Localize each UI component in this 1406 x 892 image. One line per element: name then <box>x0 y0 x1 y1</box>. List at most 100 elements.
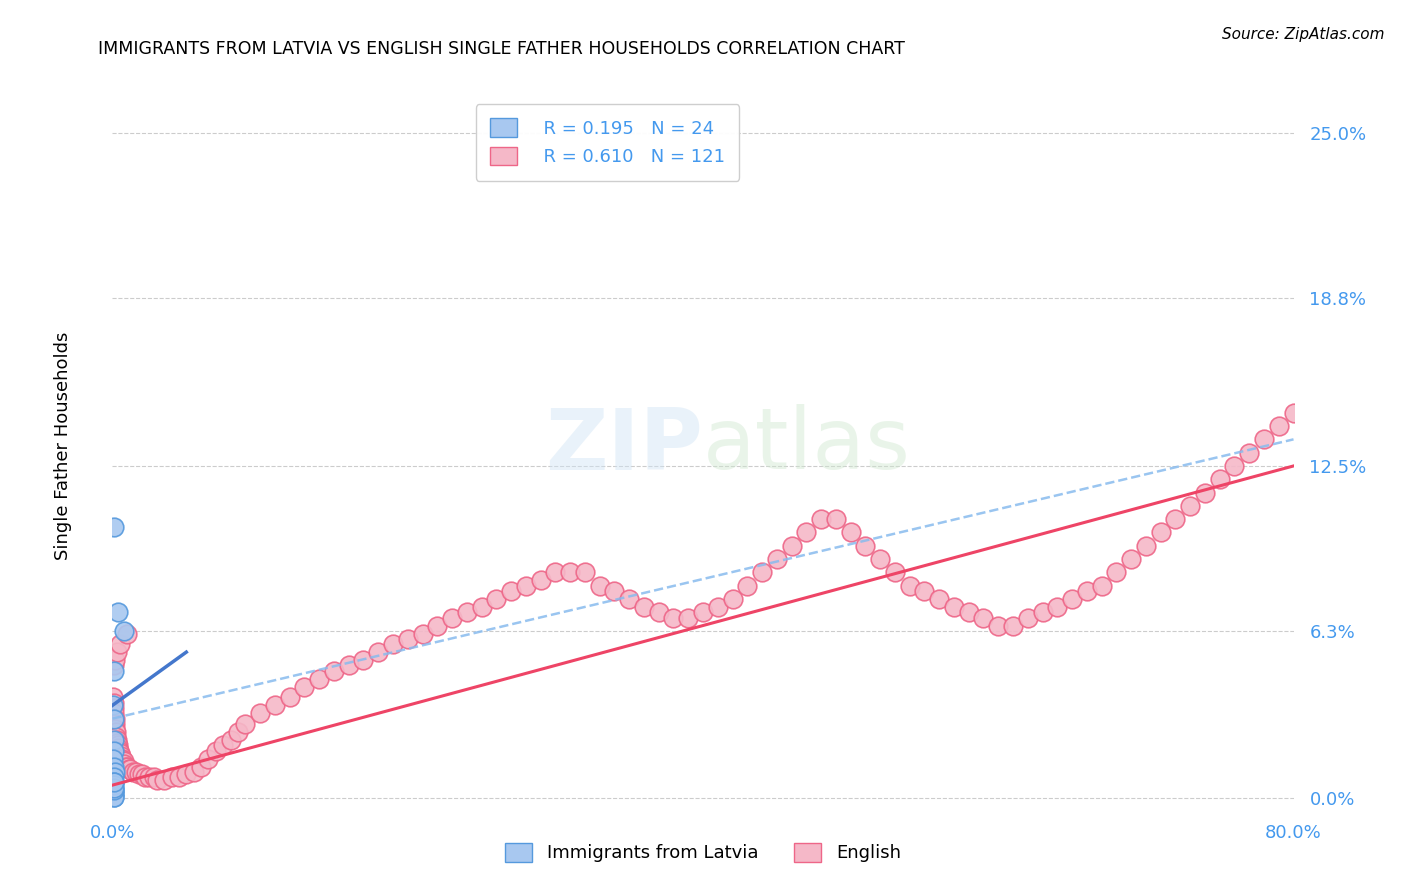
Point <box>174 767 197 781</box>
Point <box>1062 591 1084 606</box>
Point <box>560 566 582 580</box>
Point <box>396 632 419 646</box>
Text: Source: ZipAtlas.com: Source: ZipAtlas.com <box>1222 27 1385 42</box>
Point <box>707 599 730 614</box>
Point <box>308 672 330 686</box>
Point <box>105 731 128 745</box>
Point <box>574 566 596 580</box>
Point <box>721 591 744 606</box>
Text: IMMIGRANTS FROM LATVIA VS ENGLISH SINGLE FATHER HOUSEHOLDS CORRELATION CHART: IMMIGRANTS FROM LATVIA VS ENGLISH SINGLE… <box>98 40 905 58</box>
Point <box>292 680 315 694</box>
Point <box>138 770 160 784</box>
Point <box>103 786 125 800</box>
Point <box>619 591 641 606</box>
Point <box>110 751 132 765</box>
Point <box>160 770 183 784</box>
Point <box>107 738 129 752</box>
Point <box>1268 419 1291 434</box>
Point <box>914 584 936 599</box>
Point <box>103 770 125 784</box>
Point <box>108 637 131 651</box>
Point <box>987 618 1010 632</box>
Point <box>146 772 169 787</box>
Point <box>103 690 125 705</box>
Point <box>104 723 127 737</box>
Point <box>337 658 360 673</box>
Point <box>103 780 125 795</box>
Point <box>103 783 125 797</box>
Point <box>103 658 125 673</box>
Point <box>142 770 165 784</box>
Point <box>352 653 374 667</box>
Point <box>678 610 700 624</box>
Point <box>112 754 135 768</box>
Point <box>117 759 138 773</box>
Point <box>855 539 877 553</box>
Point <box>107 605 129 619</box>
Point <box>108 746 131 760</box>
Point <box>501 584 523 599</box>
Point <box>456 605 478 619</box>
Point <box>167 770 190 784</box>
Point <box>104 653 127 667</box>
Point <box>103 759 125 773</box>
Point <box>125 764 148 779</box>
Point <box>869 552 891 566</box>
Point <box>111 754 134 768</box>
Point <box>264 698 287 713</box>
Point <box>692 605 714 619</box>
Point <box>103 788 125 802</box>
Point <box>103 775 125 789</box>
Point <box>367 645 389 659</box>
Point <box>382 637 405 651</box>
Point <box>633 599 655 614</box>
Point <box>973 610 995 624</box>
Point <box>1223 458 1246 473</box>
Point <box>103 789 125 803</box>
Point <box>839 525 862 540</box>
Point <box>1105 566 1128 580</box>
Point <box>1253 433 1275 447</box>
Text: Single Father Households: Single Father Households <box>55 332 72 560</box>
Point <box>111 751 134 765</box>
Point <box>103 706 125 721</box>
Point <box>128 767 150 781</box>
Point <box>1017 610 1039 624</box>
Point <box>603 584 626 599</box>
Point <box>1239 445 1261 459</box>
Point <box>884 566 907 580</box>
Point <box>103 764 125 779</box>
Point <box>470 599 494 614</box>
Point <box>103 743 125 757</box>
Point <box>103 775 125 789</box>
Point <box>1164 512 1187 526</box>
Point <box>1208 472 1232 486</box>
Point <box>278 690 301 705</box>
Point <box>183 764 205 779</box>
Point <box>942 599 965 614</box>
Point <box>105 732 128 747</box>
Point <box>441 610 464 624</box>
Point <box>104 712 127 726</box>
Point <box>529 574 551 588</box>
Point <box>1076 584 1098 599</box>
Point <box>118 762 141 776</box>
Point <box>233 717 256 731</box>
Point <box>1046 599 1069 614</box>
Point <box>103 790 125 805</box>
Point <box>1150 525 1173 540</box>
Legend:   R = 0.195   N = 24,   R = 0.610   N = 121: R = 0.195 N = 24, R = 0.610 N = 121 <box>475 104 740 180</box>
Text: atlas: atlas <box>703 404 911 488</box>
Point <box>928 591 950 606</box>
Point <box>103 751 125 765</box>
Point <box>780 539 803 553</box>
Point <box>662 610 685 624</box>
Legend: Immigrants from Latvia, English: Immigrants from Latvia, English <box>498 836 908 870</box>
Point <box>120 762 142 776</box>
Text: ZIP: ZIP <box>546 404 703 488</box>
Point <box>190 759 212 773</box>
Point <box>647 605 671 619</box>
Point <box>105 645 128 659</box>
Point <box>103 520 125 534</box>
Point <box>1032 605 1054 619</box>
